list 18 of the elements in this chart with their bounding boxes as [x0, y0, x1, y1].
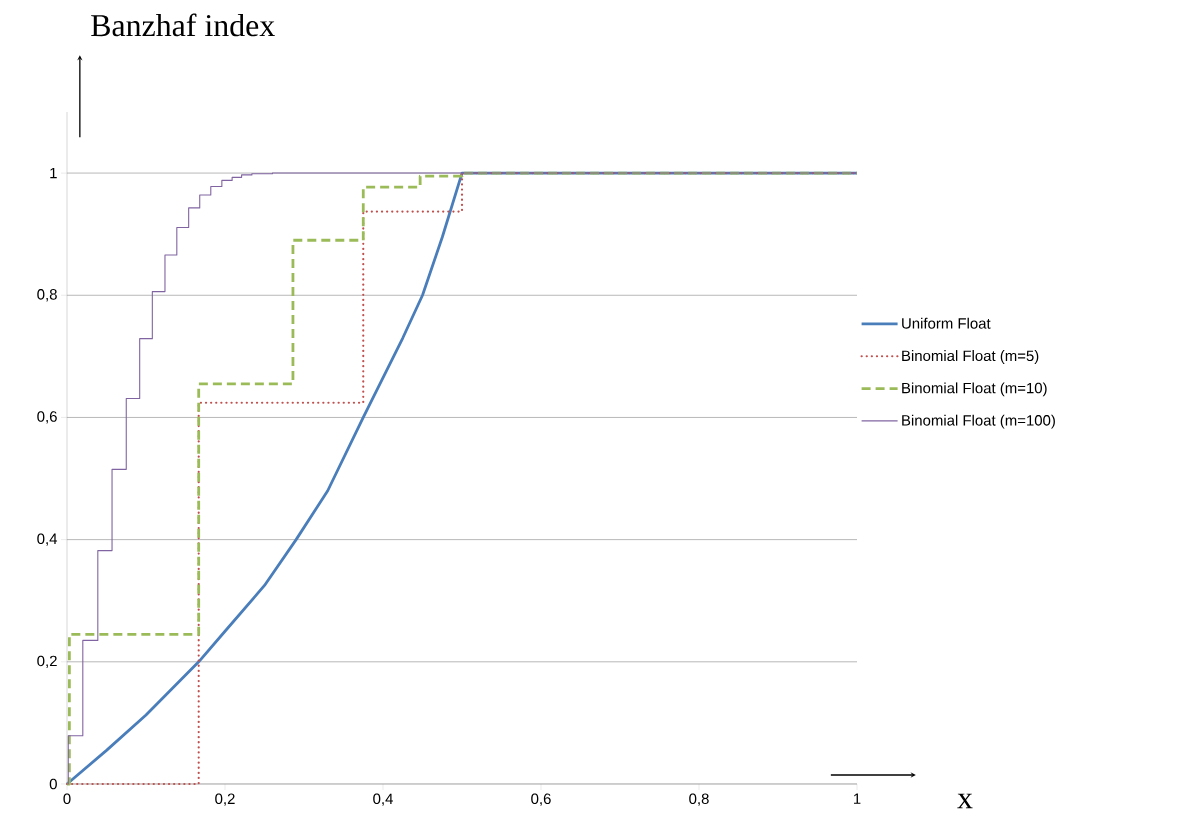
x-tick-label: 0,2	[215, 793, 235, 806]
x-tick-label: 0,8	[689, 793, 709, 806]
legend-label: Binomial Float (m=10)	[902, 382, 1047, 397]
y-tick-label: 0,6	[37, 411, 57, 424]
y-tick-label: 0,2	[37, 655, 57, 668]
y-tick-label: 0,8	[37, 289, 57, 302]
legend-label: Binomial Float (m=100)	[902, 414, 1055, 429]
y-tick-label: 0,4	[37, 533, 58, 546]
y-tick-label: 0	[49, 778, 57, 790]
x-axis-title: x	[957, 793, 973, 809]
x-tick-label: 0	[63, 793, 71, 805]
x-tick-label: 0,4	[373, 793, 393, 806]
legend-label: Uniform Float	[902, 317, 991, 329]
x-tick-label: 0,6	[531, 793, 551, 806]
legend-label: Binomial Float (m=5)	[902, 350, 1039, 364]
y-tick-label: 1	[50, 167, 57, 179]
x-tick-label: 1	[854, 793, 861, 804]
y-axis-title: Banzhaf index	[91, 13, 275, 37]
